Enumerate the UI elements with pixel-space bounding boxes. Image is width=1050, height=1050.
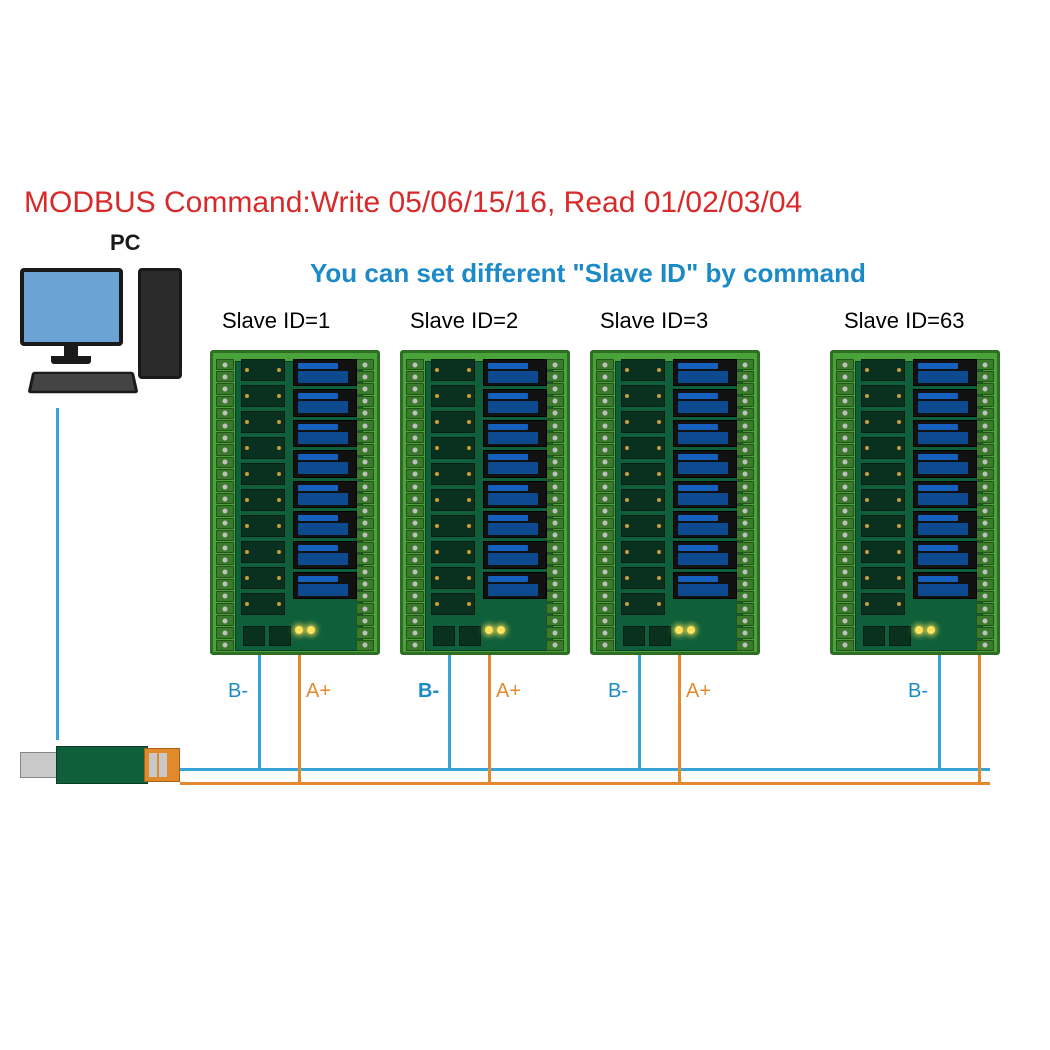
bus-a-plus [180, 782, 990, 785]
relay-stack [293, 359, 357, 599]
pc-label: PC [110, 230, 141, 256]
drop-b-2 [448, 655, 451, 768]
modbus-command-title: MODBUS Command:Write 05/06/15/16, Read 0… [24, 186, 802, 220]
relay-board-3 [590, 350, 760, 655]
relay-board-1 [210, 350, 380, 655]
bminus-label-1: B- [228, 680, 248, 703]
usb-pcb-icon [56, 746, 148, 784]
aplus-label-3: A+ [686, 680, 711, 703]
drop-a-1 [298, 655, 301, 782]
bminus-label-3: B- [608, 680, 628, 703]
drop-b-3 [638, 655, 641, 768]
relay-board-2 [400, 350, 570, 655]
drop-b-4 [938, 655, 941, 768]
aplus-label-2: A+ [496, 680, 521, 703]
usb-plug-icon [20, 752, 58, 778]
pc-icon [20, 268, 200, 408]
slave-label-3: Slave ID=3 [600, 308, 708, 334]
chip-strip [241, 359, 285, 635]
terminal-strip-left [216, 359, 234, 651]
terminal-strip-right [356, 359, 374, 651]
diagram-canvas: MODBUS Command:Write 05/06/15/16, Read 0… [0, 0, 1050, 1050]
drop-a-2 [488, 655, 491, 782]
slave-id-subtitle: You can set different "Slave ID" by comm… [310, 258, 866, 289]
bminus-label-4: B- [908, 680, 928, 703]
relay-board-4 [830, 350, 1000, 655]
bus-b-minus [180, 768, 990, 771]
usb-terminal-icon [144, 748, 180, 782]
wire-pc-to-usb [56, 408, 59, 740]
drop-a-3 [678, 655, 681, 782]
bminus-label-2: B- [418, 680, 439, 703]
drop-b-1 [258, 655, 261, 768]
slave-label-2: Slave ID=2 [410, 308, 518, 334]
drop-a-4 [978, 655, 981, 782]
aplus-label-1: A+ [306, 680, 331, 703]
slave-label-4: Slave ID=63 [844, 308, 964, 334]
usb-rs485-adapter [20, 740, 180, 788]
slave-label-1: Slave ID=1 [222, 308, 330, 334]
